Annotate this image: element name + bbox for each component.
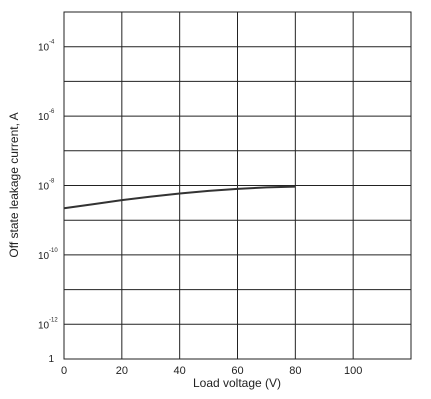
x-tick-label: 20 [116,365,128,377]
y-axis-label: Off state leakage current, A [7,112,21,257]
x-tick-labels: 0 20 40 60 80 100 [61,365,362,377]
y-tick-exponent: -8 [49,179,55,185]
x-tick-label: 0 [61,365,67,377]
y-tick-label: 1 [48,354,54,365]
y-tick-label: 10 [38,43,50,54]
grid [64,12,411,359]
y-tick-exponent: -10 [49,248,58,254]
leakage-curve [63,185,296,210]
y-tick-exponent: -4 [49,40,55,46]
x-tick-label: 100 [344,365,362,377]
y-tick-label: 10 [38,112,50,123]
series-layer [63,185,296,210]
y-tick-label: 10 [38,320,50,331]
x-axis-label: Load voltage (V) [193,376,281,390]
x-tick-label: 80 [289,365,301,377]
plot-frame [63,11,412,360]
y-tick-label: 10 [38,251,50,262]
x-tick-label: 40 [174,365,186,377]
y-tick-exponent: -12 [49,317,58,323]
y-tick-label: 10 [38,182,50,193]
y-tick-exponent: -6 [49,109,55,115]
x-tick-label: 60 [231,365,243,377]
